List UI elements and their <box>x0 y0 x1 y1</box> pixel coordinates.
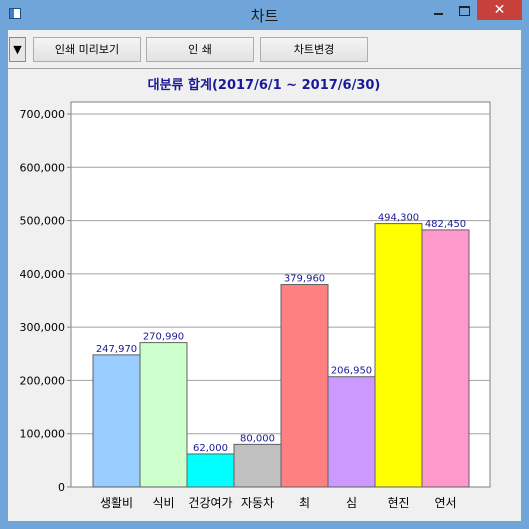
close-button[interactable]: ✕ <box>477 0 522 20</box>
data-label: 494,300 <box>378 213 419 224</box>
title-bar[interactable]: 차트 ✕ <box>0 0 529 30</box>
x-category-label: 건강여가 <box>188 496 232 510</box>
app-icon[interactable] <box>9 8 21 19</box>
bar-4 <box>233 443 282 488</box>
bar-1 <box>92 354 141 488</box>
data-label: 482,450 <box>425 219 466 230</box>
bar-5 <box>280 284 329 488</box>
chart-panel: 대분류 합계(2017/6/1 ~ 2017/6/30) 0 100,000 200… <box>8 68 521 521</box>
bar-7 <box>374 223 423 488</box>
toolbar: ▼ 인쇄 미리보기 인 쇄 차트변경 <box>8 30 521 66</box>
data-label: 80,000 <box>240 433 275 444</box>
bars <box>92 223 470 488</box>
x-category-label: 현진 <box>387 496 409 510</box>
y-tick-label: 0 <box>58 481 65 494</box>
y-tick-label: 500,000 <box>20 215 66 228</box>
bar-chart: 대분류 합계(2017/6/1 ~ 2017/6/30) 0 100,000 200… <box>20 77 491 510</box>
bar-8 <box>421 229 470 488</box>
print-preview-button[interactable]: 인쇄 미리보기 <box>33 37 141 62</box>
bar-3 <box>186 453 235 488</box>
dropdown-button[interactable]: ▼ <box>9 37 26 62</box>
data-label: 62,000 <box>193 443 228 454</box>
data-label: 379,960 <box>284 274 325 285</box>
maximize-button[interactable] <box>451 0 477 20</box>
chart-title: 대분류 합계(2017/6/1 ~ 2017/6/30) <box>148 77 381 93</box>
data-labels: 247,970 270,990 62,000 80,000 379,960 206,950… <box>96 213 466 454</box>
data-label: 270,990 <box>143 332 184 343</box>
x-axis-categories: 생활비 식비 건강여가 자동차 최 심 현진 연서 <box>100 496 457 510</box>
bar-6 <box>327 376 376 488</box>
bar-2 <box>139 342 188 488</box>
x-category-label: 심 <box>346 496 357 510</box>
data-label: 206,950 <box>331 366 372 377</box>
x-category-label: 최 <box>299 496 310 510</box>
minimize-button[interactable] <box>425 0 451 20</box>
x-category-label: 연서 <box>434 496 456 510</box>
y-tick-label: 400,000 <box>20 268 66 281</box>
x-category-label: 생활비 <box>100 496 133 510</box>
window-title: 차트 <box>250 7 279 25</box>
y-tick-label: 100,000 <box>20 428 66 441</box>
x-category-label: 자동차 <box>241 496 274 510</box>
change-chart-button[interactable]: 차트변경 <box>260 37 368 62</box>
y-tick-label: 600,000 <box>20 161 66 174</box>
print-button[interactable]: 인 쇄 <box>146 37 254 62</box>
client-area: ▼ 인쇄 미리보기 인 쇄 차트변경 대분류 합계(2017/6/1 ~ 201… <box>8 30 521 521</box>
y-axis-ticks: 0 100,000 200,000 300,000 400,000 500,000 600,… <box>20 108 71 494</box>
y-tick-label: 300,000 <box>20 321 66 334</box>
y-tick-label: 700,000 <box>20 108 66 121</box>
x-category-label: 식비 <box>152 496 174 510</box>
y-tick-label: 200,000 <box>20 374 66 387</box>
data-label: 247,970 <box>96 344 137 355</box>
